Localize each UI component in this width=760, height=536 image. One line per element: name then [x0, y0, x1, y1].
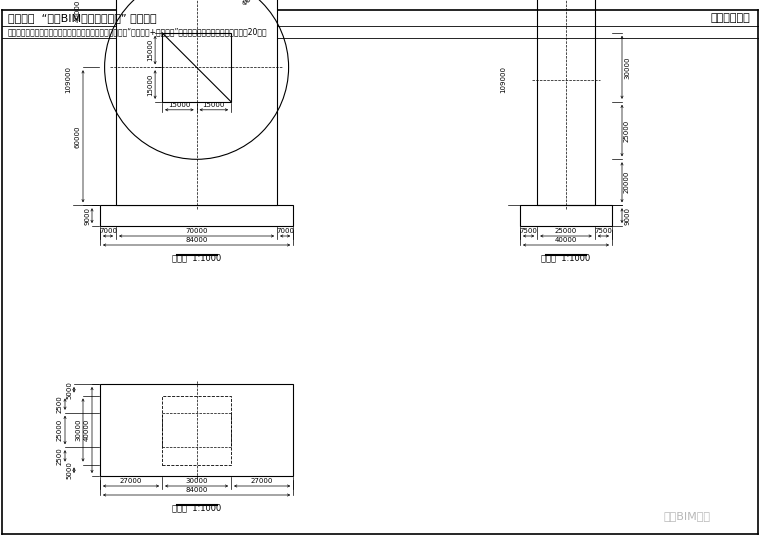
Text: 15000: 15000	[168, 102, 191, 108]
Text: 2500: 2500	[57, 395, 63, 413]
Text: 俰视图  1:1000: 俰视图 1:1000	[172, 503, 221, 512]
Text: 5000: 5000	[66, 381, 72, 399]
Text: Φ80000: Φ80000	[241, 0, 266, 6]
Bar	[100, 384, 293, 476]
Text: 25000: 25000	[57, 419, 63, 441]
Text: 7500: 7500	[594, 228, 613, 234]
Text: 70000: 70000	[185, 228, 207, 234]
Bar	[100, 205, 293, 226]
Text: 品智BIM科技: 品智BIM科技	[663, 511, 710, 521]
Text: 30000: 30000	[624, 56, 630, 79]
Text: 84000: 84000	[185, 487, 207, 493]
Text: 109000: 109000	[500, 66, 506, 93]
Text: 30000: 30000	[185, 478, 207, 484]
Bar	[162, 396, 231, 465]
Bar	[116, 0, 277, 205]
Text: 40000: 40000	[84, 419, 90, 441]
Text: 第十二期  “全国BIM技能等级考试” 一级试题: 第十二期 “全国BIM技能等级考试” 一级试题	[8, 13, 157, 23]
Text: 27000: 27000	[120, 478, 142, 484]
Text: 9000: 9000	[624, 207, 630, 225]
Text: 27000: 27000	[251, 478, 274, 484]
Text: 15000: 15000	[147, 73, 153, 96]
Text: 30000: 30000	[75, 419, 81, 441]
Text: 40000: 40000	[555, 237, 577, 243]
Text: 20000: 20000	[624, 171, 630, 193]
Bar	[520, 205, 612, 226]
Text: 7500: 7500	[520, 228, 537, 234]
Text: 5000: 5000	[66, 461, 72, 479]
Text: 2500: 2500	[57, 447, 63, 465]
Text: 7000: 7000	[99, 228, 117, 234]
Text: 7000: 7000	[276, 228, 294, 234]
Text: 主视图  1:1000: 主视图 1:1000	[172, 253, 221, 262]
Text: 15000: 15000	[203, 102, 225, 108]
Text: 60000: 60000	[75, 125, 81, 147]
Text: 15000: 15000	[147, 39, 153, 61]
Bar	[162, 413, 231, 447]
Text: 9000: 9000	[84, 207, 90, 225]
Text: 40000: 40000	[75, 0, 81, 22]
Text: 三、根据给定尺寸，用体量方式创建模型，请将模型文件以“方图大厦+考生姓名”为文件名保存到考生文件夹中。（20分）: 三、根据给定尺寸，用体量方式创建模型，请将模型文件以“方图大厦+考生姓名”为文件…	[8, 27, 268, 36]
Text: 25000: 25000	[624, 120, 630, 142]
Text: 侧视图  1:1000: 侧视图 1:1000	[541, 253, 591, 262]
Bar	[162, 33, 231, 102]
Text: 84000: 84000	[185, 237, 207, 243]
Text: 109000: 109000	[65, 66, 71, 93]
Bar	[537, 0, 595, 205]
Text: 中国图学学会: 中国图学学会	[711, 13, 750, 23]
Text: 25000: 25000	[555, 228, 577, 234]
